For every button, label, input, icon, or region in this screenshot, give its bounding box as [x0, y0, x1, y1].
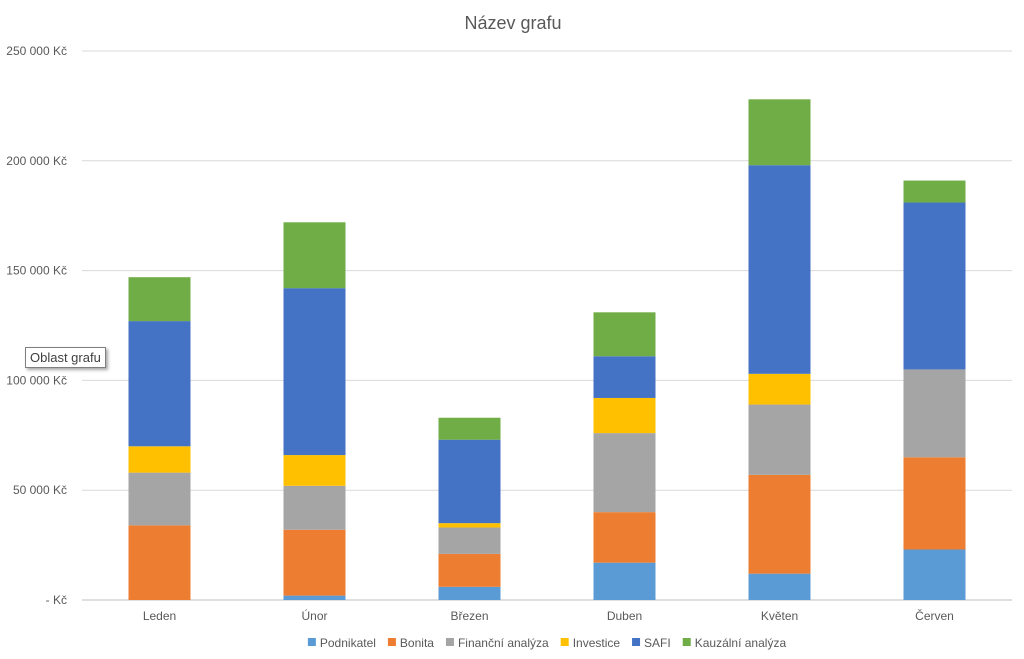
bar-segment — [903, 457, 966, 550]
x-category-label: Březen — [450, 609, 488, 623]
bar-segment — [438, 553, 501, 587]
legend-swatch — [307, 638, 316, 646]
bar-segment — [283, 595, 346, 600]
legend-item: SAFI — [632, 636, 671, 650]
bar-segment — [748, 373, 811, 405]
bar-segment — [593, 312, 656, 357]
legend-label: Bonita — [400, 636, 434, 650]
bar-segment — [283, 222, 346, 289]
bar-segment — [593, 512, 656, 563]
legend-item: Podnikatel — [307, 636, 376, 650]
bar-segment — [438, 439, 501, 524]
bar-segment — [438, 417, 501, 440]
x-category-label: Únor — [301, 608, 327, 623]
bar-segment — [593, 356, 656, 398]
x-category-label: Květen — [761, 609, 798, 623]
x-category-label: Leden — [143, 609, 176, 623]
bar-segment — [128, 446, 191, 473]
bar-segment — [593, 562, 656, 600]
bar-segment — [903, 180, 966, 203]
legend-swatch — [387, 638, 396, 646]
bar-segment — [128, 321, 191, 447]
chart-title: Název grafu — [464, 13, 561, 33]
bar-segment — [748, 99, 811, 166]
legend-swatch — [445, 638, 454, 646]
legend-swatch — [560, 638, 569, 646]
bar-segment — [128, 277, 191, 322]
bar-segment — [748, 573, 811, 600]
legend-item: Kauzální analýza — [682, 636, 787, 650]
bar-segment — [283, 485, 346, 530]
legend-swatch — [682, 638, 691, 646]
bar-segment — [128, 472, 191, 526]
legend-swatch — [632, 638, 641, 646]
x-axis-categories: Leden Únor Březen Duben Květen Červen — [143, 608, 954, 623]
y-tick-label: 50 000 Kč — [13, 483, 67, 497]
legend-label: Podnikatel — [320, 636, 376, 650]
bar-segment — [748, 404, 811, 475]
y-tick-label: - Kč — [46, 593, 67, 607]
x-category-label: Červen — [915, 608, 954, 623]
bar-segment — [593, 397, 656, 434]
gridlines — [82, 50, 1012, 601]
x-category-label: Duben — [607, 609, 642, 623]
bar-segment — [283, 288, 346, 456]
bar-segment — [903, 202, 966, 370]
y-tick-label: 250 000 Kč — [6, 44, 67, 58]
bar-segment — [903, 549, 966, 600]
y-tick-label: 150 000 Kč — [6, 264, 67, 278]
bar-segment — [593, 433, 656, 513]
bar-segment — [748, 474, 811, 574]
legend: Podnikatel Bonita Finanční analýza Investic… — [307, 636, 787, 650]
bar-segment — [903, 369, 966, 458]
bars — [128, 99, 966, 600]
legend-label: Finanční analýza — [458, 636, 549, 650]
bar-segment — [438, 586, 501, 600]
chart-area-tooltip: Oblast grafu — [25, 347, 106, 368]
bar-segment — [283, 455, 346, 486]
bar-segment — [128, 525, 191, 600]
legend-label: Investice — [573, 636, 621, 650]
legend-label: SAFI — [644, 636, 671, 650]
legend-label: Kauzální analýza — [695, 636, 787, 650]
bar-segment — [438, 527, 501, 554]
bar-segment — [283, 529, 346, 596]
bar-segment — [748, 165, 811, 374]
legend-item: Investice — [560, 636, 621, 650]
y-tick-label: 100 000 Kč — [6, 373, 67, 387]
bar-segment — [438, 523, 501, 528]
legend-item: Finanční analýza — [445, 636, 549, 650]
y-axis-ticks: 250 000 Kč 200 000 Kč 150 000 Kč 100 000 Kč… — [6, 44, 67, 607]
y-tick-label: 200 000 Kč — [6, 154, 67, 168]
legend-item: Bonita — [387, 636, 434, 650]
